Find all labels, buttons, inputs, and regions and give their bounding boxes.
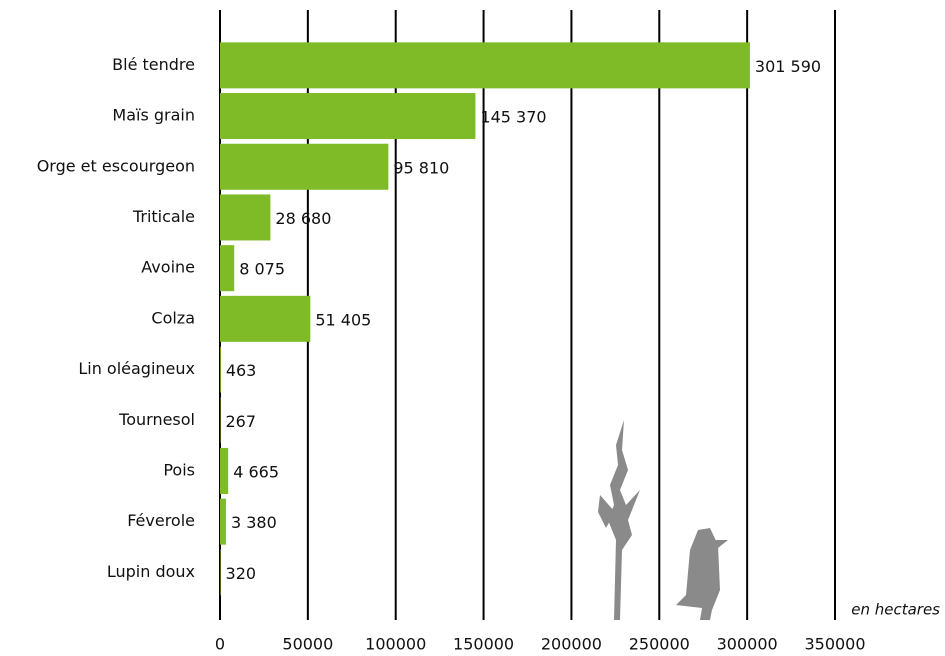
plant-illustration bbox=[598, 420, 728, 620]
bar bbox=[220, 93, 476, 140]
category-label: Lin oléagineux bbox=[78, 359, 195, 378]
value-label: 51 405 bbox=[315, 310, 371, 329]
bar bbox=[220, 143, 389, 190]
category-label: Lupin doux bbox=[107, 562, 195, 581]
category-label: Triticale bbox=[132, 207, 195, 226]
category-label: Féverole bbox=[127, 511, 195, 530]
category-label: Tournesol bbox=[118, 410, 195, 429]
category-label: Colza bbox=[151, 308, 195, 327]
bar bbox=[220, 295, 311, 342]
value-label: 267 bbox=[225, 412, 256, 431]
value-label: 145 370 bbox=[480, 108, 546, 127]
x-tick-label: 250000 bbox=[629, 635, 690, 654]
x-tick-label: 350000 bbox=[804, 635, 865, 654]
category-label: Maïs grain bbox=[112, 106, 195, 125]
bar bbox=[220, 498, 226, 545]
x-tick-label: 100000 bbox=[365, 635, 426, 654]
category-label: Blé tendre bbox=[112, 55, 195, 74]
value-label: 463 bbox=[226, 361, 257, 380]
value-label: 95 810 bbox=[393, 158, 449, 177]
value-label: 320 bbox=[226, 564, 257, 583]
value-label: 28 680 bbox=[275, 209, 331, 228]
value-label: 4 665 bbox=[233, 462, 279, 481]
bar bbox=[220, 42, 750, 89]
value-label: 301 590 bbox=[755, 57, 821, 76]
x-tick-label: 50000 bbox=[282, 635, 333, 654]
category-label: Pois bbox=[163, 460, 195, 479]
unit-note: en hectares bbox=[851, 601, 940, 619]
x-tick-label: 200000 bbox=[541, 635, 602, 654]
value-label: 3 380 bbox=[231, 513, 277, 532]
x-tick-label: 0 bbox=[215, 635, 225, 654]
value-label: 8 075 bbox=[239, 260, 285, 279]
bar bbox=[220, 245, 235, 292]
category-label: Avoine bbox=[141, 258, 195, 277]
category-label: Orge et escourgeon bbox=[37, 156, 195, 175]
bar bbox=[220, 447, 229, 494]
x-tick-label: 300000 bbox=[717, 635, 778, 654]
bar bbox=[220, 346, 221, 393]
x-tick-label: 150000 bbox=[453, 635, 514, 654]
bar bbox=[220, 194, 271, 241]
bar bbox=[220, 549, 221, 596]
